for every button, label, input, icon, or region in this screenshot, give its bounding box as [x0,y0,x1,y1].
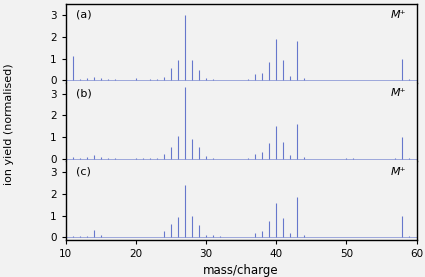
Text: M⁺: M⁺ [391,166,406,177]
Text: ion yield (normalised): ion yield (normalised) [4,64,14,186]
Text: M⁺: M⁺ [391,10,406,20]
Text: (b): (b) [76,88,92,98]
X-axis label: mass/charge: mass/charge [204,264,279,277]
Text: (c): (c) [76,166,91,177]
Text: (a): (a) [76,10,92,20]
Text: M⁺: M⁺ [391,88,406,98]
